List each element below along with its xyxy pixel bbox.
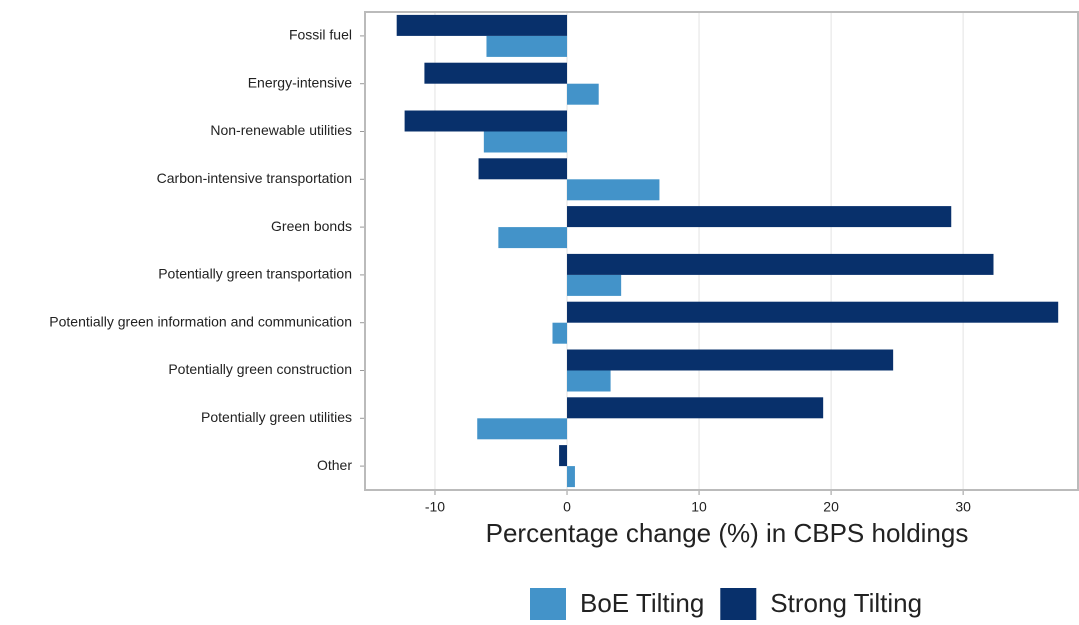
bar [567,370,611,392]
plot-border [364,11,1079,491]
y-tick-label: Potentially green utilities [201,409,352,425]
bar [567,349,894,371]
legend-label: BoE Tilting [580,588,704,618]
y-tick-label: Non-renewable utilities [210,122,352,138]
bar [483,131,568,153]
legend-label: Strong Tilting [770,588,922,618]
bar [486,35,568,57]
y-tick-label: Green bonds [271,218,352,234]
y-tick-label: Potentially green transportation [158,266,352,282]
bar [477,418,568,440]
legend-swatch [720,588,757,620]
bar [567,179,660,201]
bar [478,158,568,180]
x-tick-label: 30 [955,499,971,515]
bar [567,253,994,275]
y-tick-label: Carbon-intensive transportation [157,170,352,186]
bar [396,14,568,36]
bar [567,274,622,296]
y-tick-label: Potentially green information and commun… [49,313,352,329]
bar [567,301,1059,323]
bar [404,110,568,132]
x-tick-label: -10 [425,499,445,515]
y-tick-label: Fossil fuel [289,27,352,43]
bar [567,397,824,419]
x-tick-label: 10 [691,499,707,515]
y-tick-label: Energy-intensive [248,74,352,90]
bar [424,62,568,84]
y-tick-label: Potentially green construction [168,361,352,377]
x-axis-title: Percentage change (%) in CBPS holdings [486,518,969,548]
bar [559,445,568,467]
x-tick-label: 20 [823,499,839,515]
bar [552,322,568,344]
bar [567,83,599,105]
x-tick-label: 0 [563,499,571,515]
y-tick-label: Other [317,457,352,473]
legend-swatch [530,588,566,620]
bar [567,206,952,228]
bar [567,466,575,488]
bar [498,227,568,249]
